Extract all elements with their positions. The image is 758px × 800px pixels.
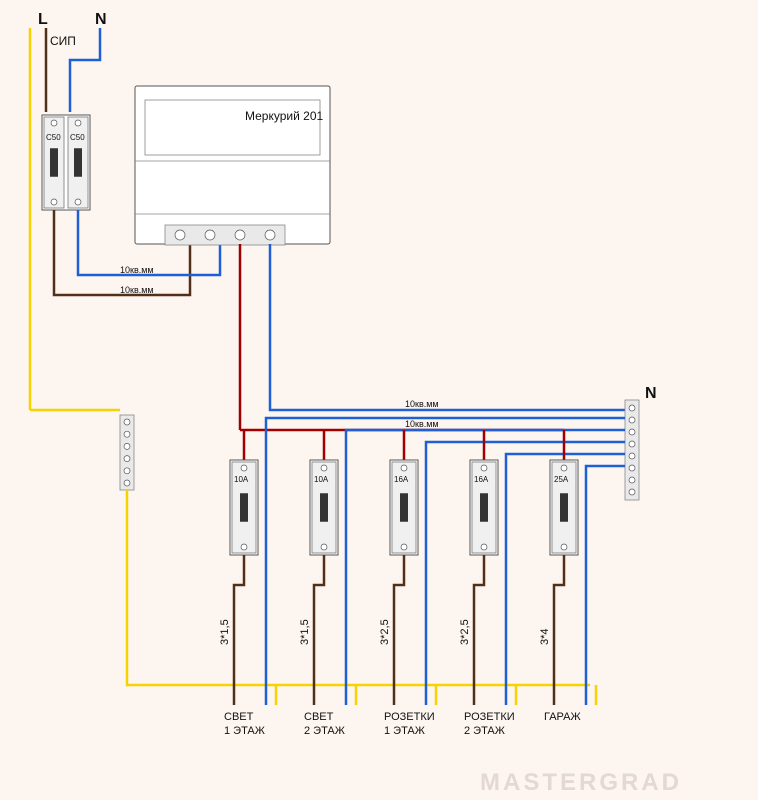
circuit-label-0-2: 1 ЭТАЖ [224, 725, 265, 737]
neutral-bar [625, 400, 639, 500]
label-N-top: N [95, 11, 107, 28]
cable-size-4: 3*4 [539, 628, 551, 645]
cable-size-2: 3*2,5 [379, 619, 391, 645]
sub-breaker-rating-1: 10A [314, 475, 329, 484]
label-L: L [38, 11, 48, 28]
cable-size-3: 3*2,5 [459, 619, 471, 645]
sub-breaker-rating-4: 25A [554, 475, 569, 484]
sub-breaker-rating-3: 16A [474, 475, 489, 484]
circuit-label-2-1: РОЗЕТКИ [384, 711, 435, 723]
circuit-label-4-1: ГАРАЖ [544, 711, 581, 723]
cable-size-1: 3*1,5 [299, 619, 311, 645]
watermark: MASTERGRAD [480, 769, 682, 796]
label-N-right: N [645, 385, 657, 402]
wire-size-1: 10кв.мм [120, 265, 154, 275]
circuit-label-1-1: СВЕТ [304, 711, 334, 723]
ground-bar [120, 415, 134, 490]
circuit-label-0-1: СВЕТ [224, 711, 254, 723]
circuit-label-3-1: РОЗЕТКИ [464, 711, 515, 723]
circuit-label-3-2: 2 ЭТАЖ [464, 725, 505, 737]
meter-model: Меркурий 201 [245, 109, 323, 123]
cable-size-0: 3*1,5 [219, 619, 231, 645]
wire-size-4: 10кв.мм [405, 419, 439, 429]
circuit-label-2-2: 1 ЭТАЖ [384, 725, 425, 737]
wire-size-3: 10кв.мм [405, 399, 439, 409]
label-supply: СИП [50, 34, 76, 48]
sub-breaker-rating-0: 10A [234, 475, 249, 484]
main-breaker-rating-1: С50 [70, 133, 85, 142]
circuit-label-1-2: 2 ЭТАЖ [304, 725, 345, 737]
wire-size-2: 10кв.мм [120, 285, 154, 295]
sub-breaker-rating-2: 16A [394, 475, 409, 484]
main-breaker-rating-0: С50 [46, 133, 61, 142]
wiring-diagram: L N СИП С50 С50 10кв.мм 10кв.мм Меркурий 201 10к… [0, 0, 758, 800]
